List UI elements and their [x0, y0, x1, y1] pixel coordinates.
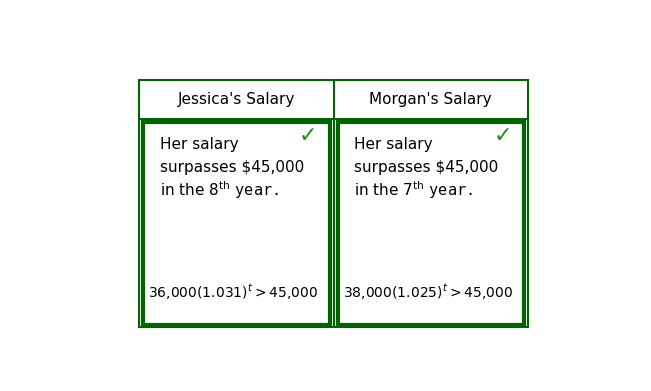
- Text: in the 7$^{\mathrm{th}}$ $\mathtt{year.}$: in the 7$^{\mathrm{th}}$ $\mathtt{year.}…: [354, 179, 473, 201]
- Bar: [139, 80, 528, 327]
- Text: Her salary: Her salary: [354, 137, 432, 152]
- Text: Jessica's Salary: Jessica's Salary: [178, 92, 295, 107]
- Text: surpasses $45,000: surpasses $45,000: [159, 160, 304, 175]
- Text: in the 8$^{\mathrm{th}}$ $\mathtt{year.}$: in the 8$^{\mathrm{th}}$ $\mathtt{year.}…: [159, 179, 279, 201]
- Text: ✓: ✓: [299, 126, 318, 146]
- Text: Morgan's Salary: Morgan's Salary: [370, 92, 492, 107]
- Text: $38{,}000(1.025)^t > 45{,}000$: $38{,}000(1.025)^t > 45{,}000$: [342, 282, 513, 302]
- Text: surpasses $45,000: surpasses $45,000: [354, 160, 498, 175]
- Text: $36{,}000(1.031)^t > 45{,}000$: $36{,}000(1.031)^t > 45{,}000$: [148, 282, 318, 302]
- Bar: [338, 122, 524, 325]
- Text: Her salary: Her salary: [159, 137, 238, 152]
- Bar: [143, 122, 329, 325]
- Text: ✓: ✓: [493, 126, 512, 146]
